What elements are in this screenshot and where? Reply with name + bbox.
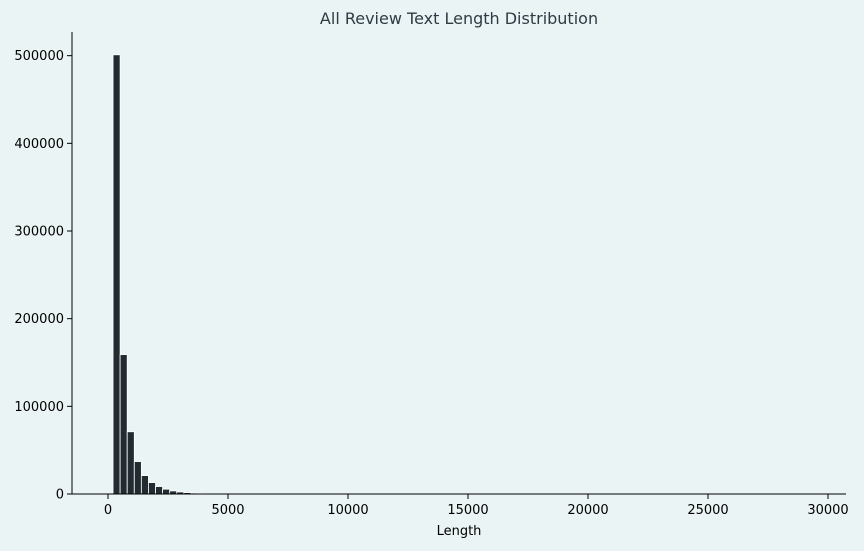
chart-title: All Review Text Length Distribution <box>320 9 598 28</box>
x-tick-label: 25000 <box>687 503 728 518</box>
histogram-bar <box>133 461 142 495</box>
histogram-bar <box>126 431 135 495</box>
x-tick-label: 15000 <box>447 503 488 518</box>
histogram-bar <box>155 486 164 495</box>
histogram-bar <box>140 475 149 495</box>
y-tick-label: 300000 <box>14 225 64 240</box>
x-tick-label: 30000 <box>807 503 848 518</box>
x-tick-label: 0 <box>104 503 112 518</box>
bars-group <box>112 54 206 495</box>
y-axis-ticks: 0 100000 200000 300000 400000 500000 <box>14 49 72 503</box>
y-tick-label: 0 <box>56 488 64 503</box>
x-axis-ticks: 0 5000 10000 15000 20000 25000 30000 <box>104 494 849 518</box>
x-tick-label: 10000 <box>327 503 368 518</box>
y-tick-label: 100000 <box>14 400 64 415</box>
x-tick-label: 20000 <box>567 503 608 518</box>
histogram-bar <box>148 482 156 495</box>
histogram-bar <box>119 354 128 495</box>
y-tick-label: 500000 <box>14 49 64 64</box>
axes-group <box>71 32 846 495</box>
histogram-bar <box>112 54 121 495</box>
y-tick-label: 400000 <box>14 137 64 152</box>
histogram-bar <box>162 488 171 495</box>
x-axis-label: Length <box>437 524 482 539</box>
x-tick-label: 5000 <box>211 503 244 518</box>
y-tick-label: 200000 <box>14 312 64 327</box>
